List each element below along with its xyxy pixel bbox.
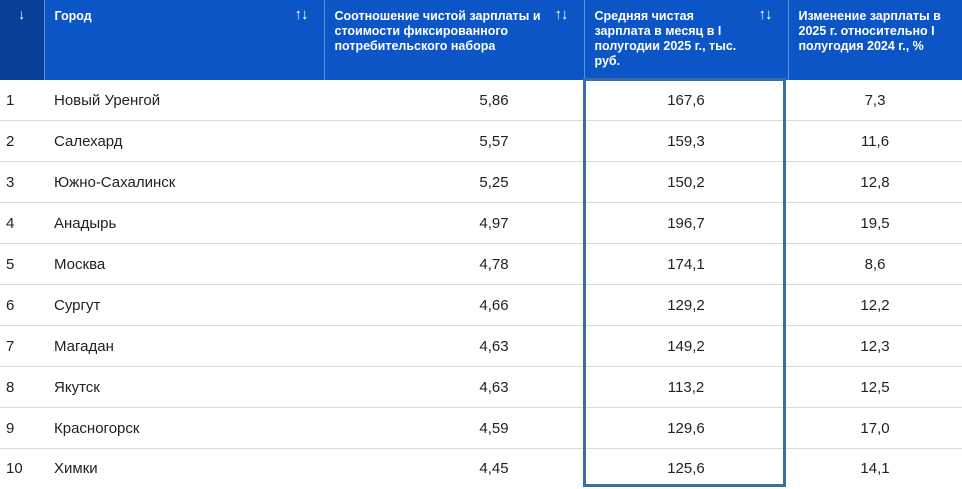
city-cell: Красногорск [44,407,324,449]
salary-cell: 129,2 [584,284,788,326]
ratio-cell: 5,57 [324,120,584,162]
ratio-cell: 5,25 [324,161,584,203]
change-cell: 7,3 [788,80,962,121]
table-row: 4 Анадырь 4,97 196,7 19,5 [0,202,962,244]
change-column-header[interactable]: Изменение зарплаты в 2025 г. относительн… [788,0,962,80]
city-column-header[interactable]: Город ↑↓ [44,0,325,80]
change-cell: 11,6 [788,120,962,162]
column-label: Средняя чистая зарплата в месяц в I полу… [594,9,737,68]
salary-column-header[interactable]: Средняя чистая зарплата в месяц в I полу… [584,0,789,80]
table-row: 3 Южно-Сахалинск 5,25 150,2 12,8 [0,161,962,203]
rank-column-header[interactable]: ↓ [0,0,45,80]
table-header: ↓ Город ↑↓ Соотношение чистой зарплаты и… [0,0,962,80]
city-cell: Анадырь [44,202,324,244]
ratio-cell: 4,97 [324,202,584,244]
table-row: 5 Москва 4,78 174,1 8,6 [0,243,962,285]
rank-cell: 4 [0,202,44,244]
ratio-cell: 5,86 [324,80,584,121]
salary-cell: 113,2 [584,366,788,408]
change-cell: 17,0 [788,407,962,449]
table-body: 1 Новый Уренгой 5,86 167,6 7,3 2 Салехард 5,57 1… [0,80,962,487]
table-row: 1 Новый Уренгой 5,86 167,6 7,3 [0,80,962,121]
rank-cell: 5 [0,243,44,285]
city-cell: Химки [54,459,98,477]
change-cell: 12,8 [788,161,962,203]
city-cell: Южно-Сахалинск [44,161,324,203]
salary-cell: 196,7 [584,202,788,244]
ratio-cell: 4,63 [324,366,584,408]
city-cell: Магадан [44,325,324,367]
rank-cell: 1 [0,80,44,121]
rank-cell: 9 [0,407,44,449]
ratio-cell: 4,59 [324,407,584,449]
change-cell: 19,5 [788,202,962,244]
salary-cell: 150,2 [584,161,788,203]
ratio-cell: 4,66 [324,284,584,326]
rank-cell: 10 [6,459,23,477]
table-row: 2 Салехард 5,57 159,3 11,6 [0,120,962,162]
column-label: Город [54,9,92,23]
city-cell: Москва [44,243,324,285]
rank-cell: 7 [0,325,44,367]
change-cell: 12,2 [788,284,962,326]
change-cell: 14,1 [860,459,890,477]
change-cell: 12,5 [788,366,962,408]
rank-cell: 2 [0,120,44,162]
table-row: 9 Красногорск 4,59 129,6 17,0 [0,407,962,449]
change-cell: 12,3 [788,325,962,367]
salary-cell: 167,6 [584,80,788,121]
ratio-cell: 4,63 [324,325,584,367]
table-row: 7 Магадан 4,63 149,2 12,3 [0,325,962,367]
ratio-cell: 4,78 [324,243,584,285]
sort-icon[interactable]: ↑↓ [294,6,309,23]
table-row: 6 Сургут 4,66 129,2 12,2 [0,284,962,326]
ratio-column-header[interactable]: Соотношение чистой зарплаты и стоимости … [324,0,585,80]
city-cell: Новый Уренгой [44,80,324,121]
rank-cell: 3 [0,161,44,203]
city-cell: Сургут [44,284,324,326]
salary-cell: 174,1 [584,243,788,285]
change-cell: 8,6 [788,243,962,285]
city-cell: Якутск [44,366,324,408]
salary-cell: 129,6 [584,407,788,449]
salary-cell: 159,3 [584,120,788,162]
table-row: 8 Якутск 4,63 113,2 12,5 [0,366,962,408]
table-row: 10 Химки 4,45 125,6 14,1 [0,449,962,488]
column-label: Изменение зарплаты в 2025 г. относительн… [798,9,941,53]
sort-icon[interactable]: ↑↓ [554,6,569,23]
city-cell: Салехард [44,120,324,162]
rank-cell: 8 [0,366,44,408]
sort-down-icon: ↓ [18,6,26,22]
column-label: Соотношение чистой зарплаты и стоимости … [334,9,541,53]
salary-cell: 149,2 [584,325,788,367]
ratio-cell: 4,45 [479,459,509,477]
salary-cell: 125,6 [667,459,705,477]
sort-icon[interactable]: ↑↓ [758,6,773,23]
rank-cell: 6 [0,284,44,326]
